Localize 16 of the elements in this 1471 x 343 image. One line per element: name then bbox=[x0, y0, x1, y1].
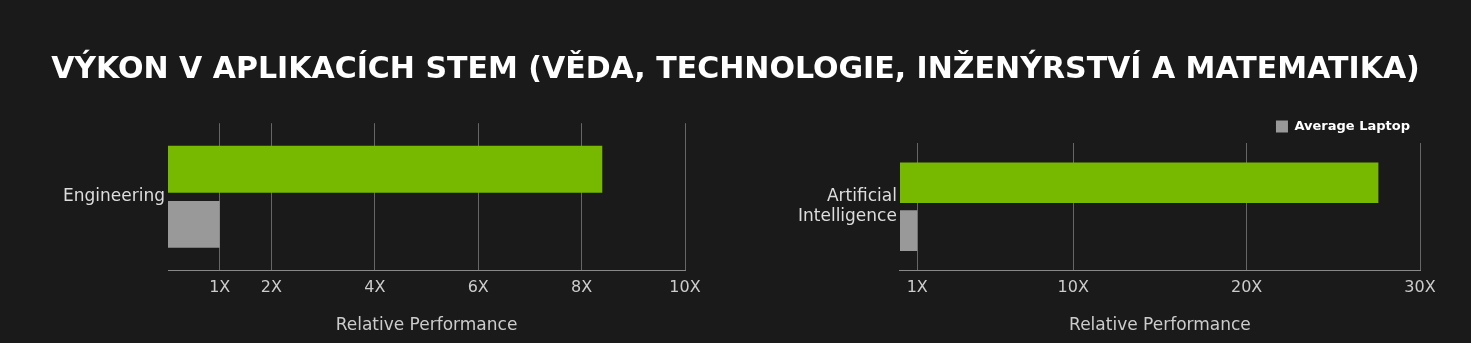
x-tick-label: 6X bbox=[467, 277, 489, 297]
y-tick-label: Artificial Intelligence bbox=[797, 184, 897, 226]
x-tick-label: 8X bbox=[571, 277, 593, 297]
x-axis-title: Relative Performance bbox=[1069, 314, 1251, 335]
y-tick-label: Engineering bbox=[63, 185, 165, 206]
x-tick-label: 10X bbox=[1057, 277, 1089, 297]
x-tick-label: 1X bbox=[906, 277, 928, 297]
legend-label: Average Laptop bbox=[1294, 117, 1411, 133]
x-axis-title: Relative Performance bbox=[335, 314, 518, 335]
chart-title: VÝKON V APLIKACÍCH STEM (VĚDA, TECHNOLOGIE, INŽENÝRSTVÍ A MATEMATIKA) bbox=[50, 50, 1421, 85]
x-tick-label: 1X bbox=[209, 277, 231, 297]
x-tick-label: 4X bbox=[364, 277, 386, 297]
x-tick-label: 2X bbox=[260, 277, 283, 297]
x-tick-label: 20X bbox=[1230, 277, 1263, 297]
x-tick-label: 30X bbox=[1404, 277, 1436, 297]
x-tick-label: 10X bbox=[669, 277, 701, 297]
